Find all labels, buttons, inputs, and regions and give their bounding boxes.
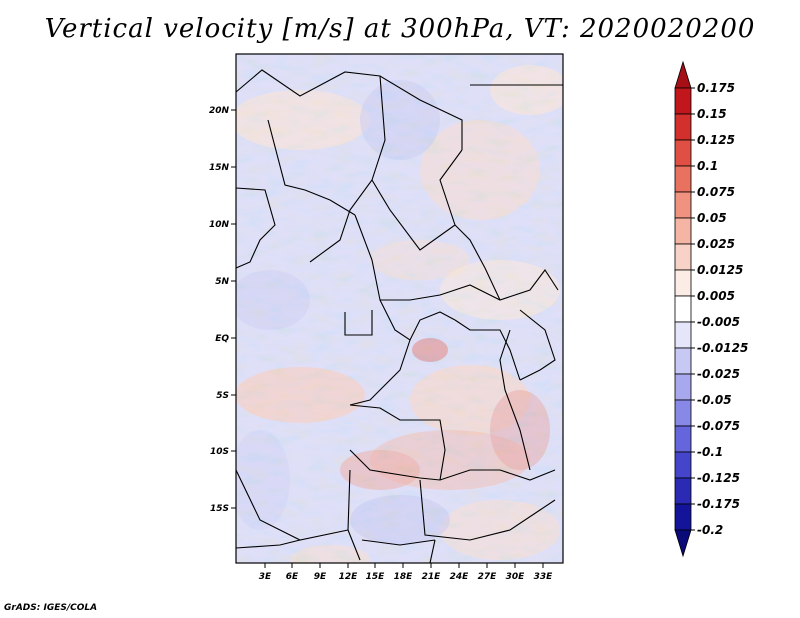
lon-tick-label: 33E: [534, 572, 554, 582]
lat-tick-label: 15S: [210, 504, 229, 514]
lon-tick-label: 24E: [450, 572, 470, 582]
lat-tick-label: 15N: [209, 163, 230, 173]
colorbar-swatch: [674, 243, 692, 271]
colorbar-label: -0.025: [697, 367, 740, 381]
colorbar-label: 0.1: [697, 159, 718, 173]
lon-tick-label: 6E: [286, 572, 299, 582]
credit-label: GrADS: IGES/COLA: [4, 603, 98, 613]
colorbar-swatch: [674, 503, 692, 531]
colorbar-label: -0.125: [697, 471, 740, 485]
lat-tick-label: EQ: [215, 334, 229, 344]
colorbar-swatch: [674, 425, 692, 453]
colorbar-label: 0.0125: [697, 263, 743, 277]
colorbar-label: 0.075: [697, 185, 735, 199]
colorbar-label: 0.005: [697, 289, 735, 303]
colorbar-label: -0.2: [697, 523, 723, 537]
colorbar-swatch: [674, 373, 692, 401]
chart-title: Vertical velocity [m/s] at 300hPa, VT: 2…: [44, 14, 756, 44]
lon-tick-label: 21E: [422, 572, 442, 582]
lon-tick-label: 9E: [314, 572, 327, 582]
colorbar-label: 0.125: [697, 133, 735, 147]
colorbar-swatch: [674, 165, 692, 193]
colorbar-swatch: [674, 347, 692, 375]
colorbar-label: -0.0125: [697, 341, 748, 355]
colorbar-label: 0.175: [697, 81, 735, 95]
map-frame: [235, 53, 564, 564]
colorbar-label: 0.15: [697, 107, 727, 121]
lon-tick-label: 30E: [506, 572, 526, 582]
lon-tick-label: 27E: [478, 572, 498, 582]
lon-tick-label: 12E: [339, 572, 359, 582]
country-borders: [235, 69, 563, 564]
map-field: [236, 54, 563, 563]
lat-tick-label: 20N: [209, 106, 230, 116]
colorbar-swatch: [674, 529, 692, 558]
colorbar-swatch: [674, 139, 692, 167]
colorbar-swatch: [674, 191, 692, 219]
colorbar-swatch: [674, 321, 692, 349]
colorbar-swatch: [674, 217, 692, 245]
colorbar-swatch: [674, 113, 692, 141]
lat-tick-label: 10S: [210, 447, 229, 457]
colorbar: 0.175 0.15 0.125 0.1 0.075 0.05 0.025 0.0125 0.0…: [674, 60, 748, 558]
colorbar-label: 0.025: [697, 237, 735, 251]
colorbar-label: -0.05: [697, 393, 732, 407]
colorbar-swatch: [674, 477, 692, 505]
colorbar-swatch: [674, 87, 692, 115]
colorbar-label: -0.005: [697, 315, 740, 329]
colorbar-label: -0.1: [697, 445, 723, 459]
colorbar-swatch: [674, 60, 692, 89]
lat-tick-label: 5N: [215, 277, 229, 287]
longitude-axis: 3E 6E 9E 12E 15E 18E 21E 24E 27E 30E 33E: [259, 563, 553, 582]
lat-tick-label: 10N: [209, 220, 230, 230]
colorbar-swatch: [674, 295, 692, 323]
lon-tick-label: 15E: [366, 572, 386, 582]
colorbar-label: -0.175: [697, 497, 740, 511]
colorbar-label: 0.05: [697, 211, 727, 225]
colorbar-swatch: [674, 269, 692, 297]
colorbar-swatch: [674, 399, 692, 427]
lat-tick-label: 5S: [216, 391, 229, 401]
colorbar-label: -0.075: [697, 419, 740, 433]
lon-tick-label: 18E: [394, 572, 414, 582]
colorbar-swatch: [674, 451, 692, 479]
latitude-axis: 20N 15N 10N 5N EQ 5S 10S 15S: [209, 106, 236, 514]
lon-tick-label: 3E: [259, 572, 272, 582]
